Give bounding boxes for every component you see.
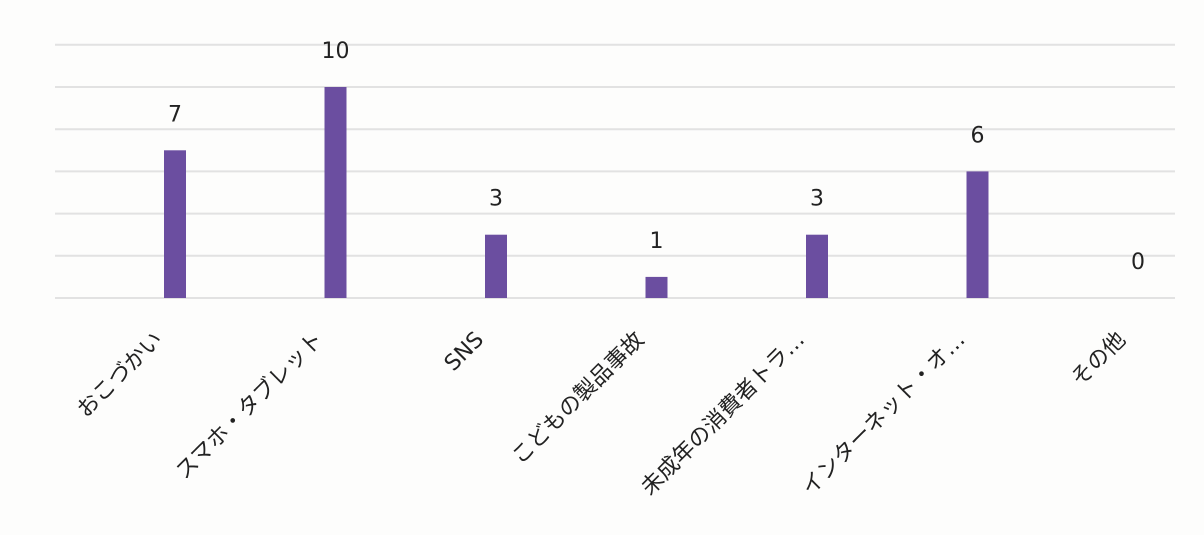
- x-tick-label: おこづかい: [73, 327, 168, 422]
- bar: [645, 276, 668, 298]
- data-label: 1: [650, 229, 664, 254]
- bar: [806, 234, 828, 298]
- x-tick-label: 未成年の消費者トラ…: [637, 327, 810, 500]
- bar: [164, 150, 186, 298]
- x-tick-label: こどもの製品事故: [507, 327, 649, 469]
- data-label: 6: [971, 123, 985, 148]
- data-labels: 7 10 3 1 3 6 0: [168, 39, 1145, 275]
- bars: [164, 87, 989, 298]
- bar: [966, 171, 989, 298]
- data-label: 0: [1131, 250, 1145, 275]
- x-tick-label: スマホ・タブレット: [171, 327, 328, 484]
- bar: [485, 234, 507, 298]
- data-label: 3: [489, 187, 503, 212]
- bar: [324, 87, 347, 298]
- data-label: 3: [810, 187, 824, 212]
- gridlines: [55, 43, 1175, 299]
- x-tick-label: SNS: [440, 327, 489, 376]
- data-label: 10: [322, 39, 350, 64]
- x-tick-label: その他: [1067, 327, 1131, 391]
- data-label: 7: [168, 102, 182, 127]
- x-axis-tick-labels: おこづかい スマホ・タブレット SNS こどもの製品事故未成年の消費者トラ…インターネ…: [73, 327, 1131, 500]
- x-tick-label: インターネット・オ…: [797, 327, 970, 500]
